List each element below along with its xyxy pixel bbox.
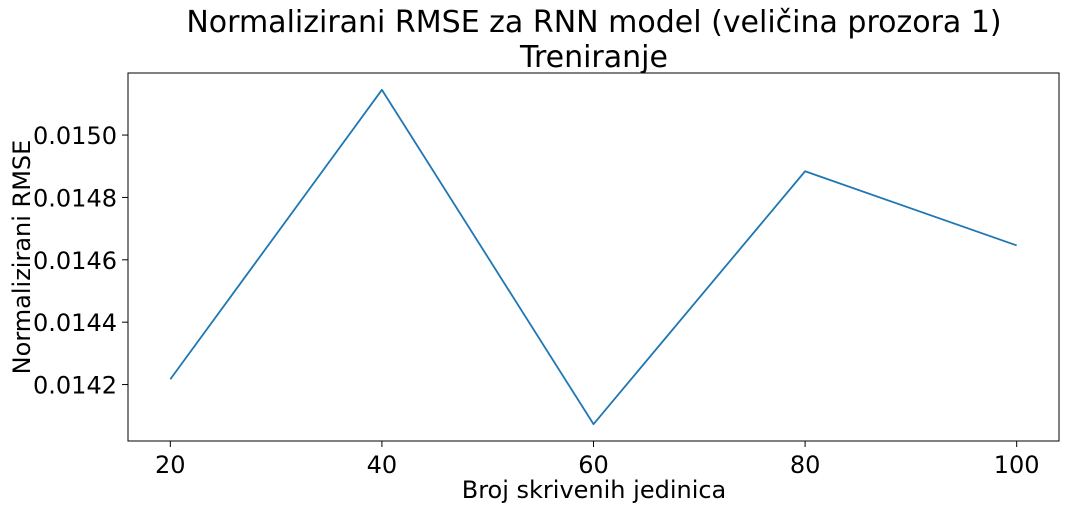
chart-title: Normalizirani RMSE za RNN model (veličin… [186, 5, 1001, 40]
y-axis-ticks: 0.0142 0.0144 0.0146 0.0148 0.0150 [33, 122, 128, 400]
y-tick-label: 0.0146 [33, 247, 117, 275]
series-line [169, 88, 1017, 426]
x-tick-label: 80 [790, 451, 821, 479]
chart-subtitle: Treniranje [519, 40, 668, 75]
plot-frame [127, 72, 1060, 442]
y-tick-label: 0.0144 [33, 309, 117, 337]
x-axis-ticks: 20 40 60 80 100 [155, 441, 1040, 479]
x-tick-label: 40 [367, 451, 398, 479]
x-axis-label: Broj skrivenih jedinica [462, 476, 727, 504]
x-tick-label: 100 [994, 451, 1040, 479]
y-axis-label: Normalizirani RMSE [8, 140, 36, 375]
y-tick-label: 0.0150 [33, 122, 117, 150]
y-tick-label: 0.0148 [33, 184, 117, 212]
x-tick-label: 20 [155, 451, 186, 479]
y-tick-label: 0.0142 [33, 372, 117, 400]
x-tick-label: 60 [578, 451, 609, 479]
